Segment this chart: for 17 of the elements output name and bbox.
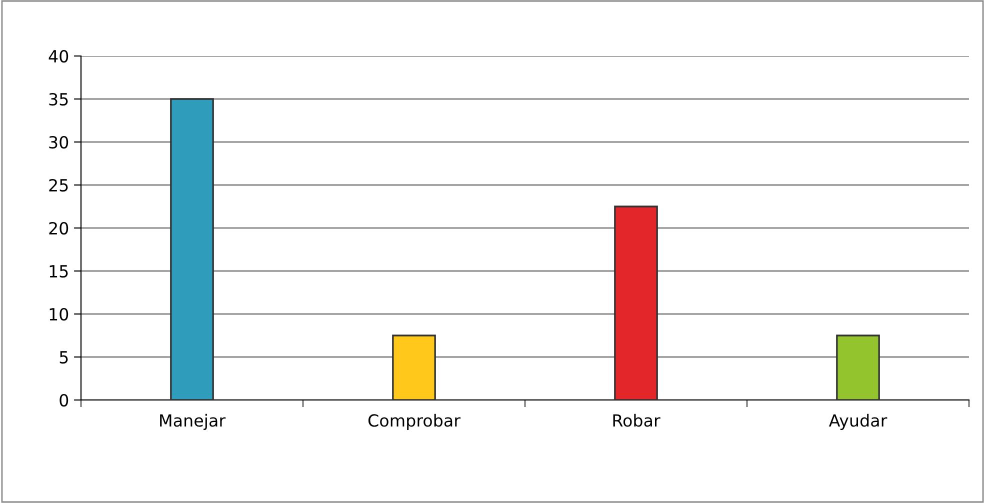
- x-tick-label: Robar: [613, 414, 660, 427]
- y-tick-label: 20: [49, 222, 68, 235]
- y-tick-label: 40: [48, 50, 68, 63]
- x-tick-label: Manejar: [160, 414, 226, 430]
- x-tick-label: Comprobar: [368, 414, 460, 430]
- bar: [836, 334, 880, 400]
- y-tick-label: 5: [60, 351, 68, 364]
- bar: [170, 98, 214, 400]
- y-tick-label: 10: [50, 308, 68, 321]
- y-tick-label: 35: [49, 92, 68, 106]
- x-tick-label: Ayudar: [828, 414, 888, 430]
- y-tick-label: 30: [49, 136, 68, 149]
- bar: [392, 334, 436, 400]
- bar: [614, 206, 658, 400]
- y-tick-label: 0: [60, 394, 68, 407]
- y-tick-label: 15: [50, 265, 68, 278]
- y-tick-label: 25: [49, 178, 68, 192]
